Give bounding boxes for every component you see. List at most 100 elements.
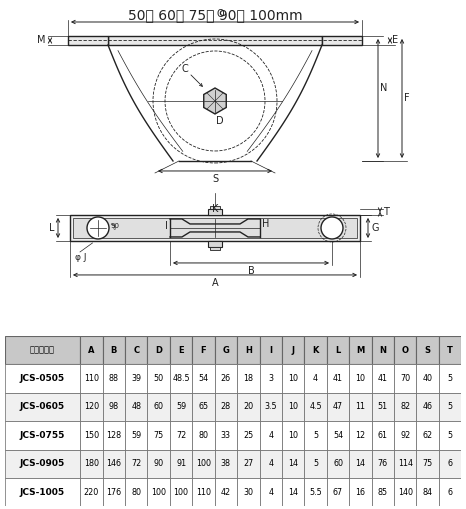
Text: 120: 120: [84, 403, 99, 411]
Bar: [372, 449, 394, 478]
Bar: [210, 206, 220, 209]
Text: O: O: [216, 9, 224, 19]
Text: A: A: [212, 278, 218, 288]
Bar: [125, 393, 147, 421]
Text: L: L: [336, 346, 341, 355]
Text: F: F: [201, 346, 206, 355]
Bar: [304, 421, 327, 449]
Bar: [260, 449, 282, 478]
Text: 67: 67: [333, 488, 343, 497]
Bar: [417, 364, 439, 393]
Text: 48: 48: [131, 403, 141, 411]
Bar: [5, 393, 80, 421]
Text: 10: 10: [288, 403, 298, 411]
Text: 11: 11: [356, 403, 365, 411]
Bar: [103, 478, 125, 506]
Text: L: L: [49, 223, 55, 233]
Text: 85: 85: [378, 488, 388, 497]
Bar: [282, 421, 304, 449]
Text: 4: 4: [268, 431, 273, 440]
Bar: [5, 478, 80, 506]
Bar: [260, 393, 282, 421]
Text: 50: 50: [154, 374, 164, 383]
Text: 61: 61: [378, 431, 388, 440]
Text: 146: 146: [106, 459, 121, 468]
Bar: [282, 336, 304, 364]
Bar: [417, 421, 439, 449]
Text: 20: 20: [243, 403, 254, 411]
Text: 14: 14: [356, 459, 365, 468]
Text: 75: 75: [153, 431, 164, 440]
Text: D: D: [216, 116, 224, 126]
Text: 110: 110: [196, 488, 211, 497]
Text: 92: 92: [400, 431, 411, 440]
Text: 70: 70: [400, 374, 411, 383]
Bar: [170, 364, 192, 393]
Bar: [394, 336, 417, 364]
Text: K: K: [312, 346, 319, 355]
Bar: [147, 449, 170, 478]
Bar: [108, 36, 322, 45]
Text: 220: 220: [84, 488, 99, 497]
Bar: [208, 209, 222, 215]
Text: C: C: [182, 64, 188, 74]
Text: 39: 39: [131, 374, 141, 383]
Bar: [147, 336, 170, 364]
Text: T: T: [383, 207, 389, 217]
Text: S: S: [212, 174, 218, 184]
Text: C: C: [133, 346, 139, 355]
Text: 42: 42: [221, 488, 231, 497]
Text: 27: 27: [243, 459, 254, 468]
Bar: [237, 449, 260, 478]
Bar: [170, 478, 192, 506]
Text: N: N: [380, 83, 387, 94]
Text: O: O: [402, 346, 409, 355]
Text: 60: 60: [333, 459, 343, 468]
Text: 4.5: 4.5: [309, 403, 322, 411]
Bar: [70, 215, 360, 241]
Text: I: I: [269, 346, 272, 355]
Bar: [125, 478, 147, 506]
Text: 46: 46: [423, 403, 433, 411]
Text: 5: 5: [447, 374, 452, 383]
Text: 25: 25: [243, 431, 254, 440]
Text: φ J: φ J: [75, 253, 87, 262]
Text: E: E: [392, 36, 398, 45]
Bar: [192, 449, 215, 478]
Bar: [327, 449, 349, 478]
Text: 59: 59: [176, 403, 186, 411]
Bar: [192, 336, 215, 364]
Text: 128: 128: [106, 431, 121, 440]
Text: 5: 5: [313, 459, 318, 468]
Bar: [322, 36, 362, 45]
Text: 50・ 60・ 75・ 90・ 100mm: 50・ 60・ 75・ 90・ 100mm: [128, 8, 302, 22]
Text: 18: 18: [243, 374, 254, 383]
Bar: [215, 393, 237, 421]
Bar: [170, 336, 192, 364]
Bar: [349, 336, 372, 364]
Text: 5: 5: [447, 403, 452, 411]
Bar: [439, 449, 461, 478]
Bar: [282, 393, 304, 421]
Text: 38: 38: [221, 459, 231, 468]
Bar: [192, 364, 215, 393]
Text: 30: 30: [243, 488, 254, 497]
Text: 33: 33: [221, 431, 231, 440]
Bar: [5, 364, 80, 393]
Bar: [125, 449, 147, 478]
Text: 72: 72: [131, 459, 141, 468]
Bar: [192, 393, 215, 421]
Text: 3.5: 3.5: [264, 403, 277, 411]
Circle shape: [321, 217, 343, 239]
Bar: [103, 364, 125, 393]
Bar: [327, 478, 349, 506]
Text: T: T: [447, 346, 453, 355]
Text: 5.5: 5.5: [309, 488, 322, 497]
Text: 16: 16: [356, 488, 365, 497]
Bar: [210, 247, 220, 250]
Text: 82: 82: [400, 403, 411, 411]
Bar: [80, 393, 103, 421]
Bar: [394, 478, 417, 506]
Bar: [237, 336, 260, 364]
Text: 180: 180: [84, 459, 99, 468]
